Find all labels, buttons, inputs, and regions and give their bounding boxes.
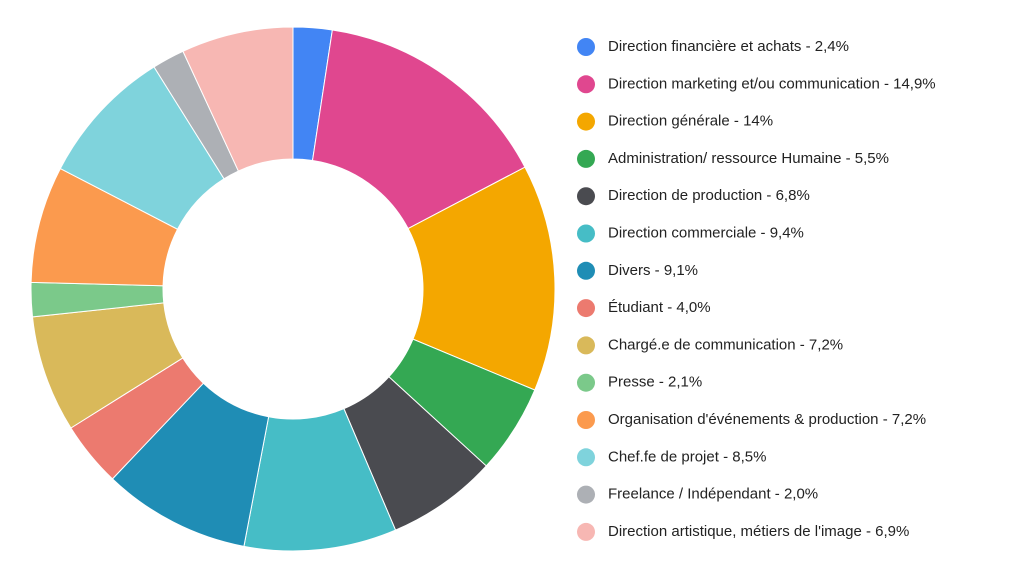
legend-label: Organisation d'événements & production -… [608, 411, 926, 428]
legend-swatch [577, 112, 595, 131]
legend-swatch [577, 373, 595, 392]
legend-swatch [577, 187, 595, 206]
legend-label: Divers - 9,1% [608, 262, 698, 279]
legend-label: Direction financière et achats - 2,4% [608, 38, 849, 55]
legend-label: Chargé.e de communication - 7,2% [608, 336, 843, 353]
legend-label: Direction commerciale - 9,4% [608, 224, 804, 241]
legend-label: Administration/ ressource Humaine - 5,5% [608, 150, 889, 167]
legend-swatch [577, 411, 595, 429]
legend-swatch [577, 485, 595, 504]
legend-swatch [577, 38, 595, 56]
legend-swatch [577, 75, 595, 94]
slice [182, 26, 294, 172]
slice [311, 29, 526, 230]
legend-label: Direction marketing et/ou communication … [608, 75, 936, 92]
legend-swatch [577, 224, 595, 243]
legend-swatch [577, 299, 595, 318]
legend-label: Direction artistique, métiers de l'image… [608, 523, 909, 540]
legend-label: Freelance / Indépendant - 2,0% [608, 486, 818, 503]
legend-label: Direction générale - 14% [608, 113, 773, 130]
legend-swatch [577, 336, 595, 355]
legend-label: Direction de production - 6,8% [608, 187, 810, 204]
slice [407, 166, 556, 391]
legend-label: Chef.fe de projet - 8,5% [608, 448, 766, 465]
legend-swatch [577, 522, 595, 541]
legend-swatch [577, 149, 595, 168]
legend-swatch [577, 261, 595, 280]
legend-swatch [577, 448, 595, 467]
legend-label: Étudiant - 4,0% [608, 299, 711, 316]
legend-label: Presse - 2,1% [608, 374, 702, 391]
